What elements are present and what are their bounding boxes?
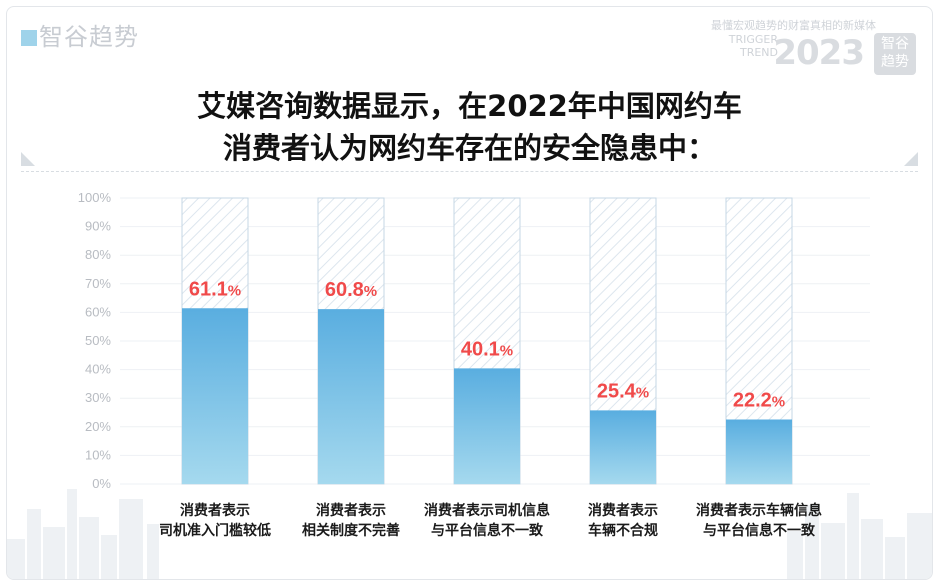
y-tick-label: 30% — [85, 390, 111, 405]
y-tick-label: 60% — [85, 304, 111, 319]
x-category-label: 消费者表示 — [588, 502, 658, 519]
brand-en-line-1: TRIGGER — [728, 33, 778, 46]
data-label: 22.2% — [733, 390, 785, 412]
x-category-label: 消费者表示司机信息 — [424, 502, 550, 519]
y-tick-label: 90% — [85, 219, 111, 234]
value-labels: 61.1% 60.8% 40.1% 25.4% 22.2% — [189, 278, 785, 411]
x-category-label: 与平台信息不一致 — [431, 522, 544, 539]
y-tick-label: 50% — [85, 333, 111, 348]
data-label: 61.1% — [189, 278, 241, 300]
title-line-2: 消费者认为网约车存在的安全隐患中： — [222, 131, 716, 165]
brand-logo: 智谷趋势 — [21, 17, 139, 52]
brand-year: 2023 — [773, 33, 865, 73]
y-tick-label: 100% — [78, 190, 112, 205]
y-axis-ticks: 0% 10% 20% 30% 40% 50% 60% 70% 80% 90% 100% — [78, 190, 112, 491]
brand-badge: 智谷 趋势 — [874, 33, 916, 75]
logo-mark-icon — [21, 30, 37, 46]
y-tick-label: 40% — [85, 362, 111, 377]
x-category-label: 消费者表示 — [180, 502, 250, 519]
data-label: 40.1% — [461, 338, 513, 360]
bar — [590, 411, 656, 484]
skyline-decoration — [7, 489, 932, 579]
corner-left-decoration — [21, 152, 35, 166]
brand-slogan: 最懂宏观趋势的财富真相的新媒体 — [711, 19, 876, 32]
x-category-label: 车辆不合规 — [588, 522, 658, 539]
x-axis-categories: 消费者表示司机准入门槛较低消费者表示相关制度不完善消费者表示司机信息与平台信息不… — [159, 502, 822, 539]
brand-block: 最懂宏观趋势的财富真相的新媒体 TRIGGER TREND 2023 智谷趋势 — [680, 13, 920, 75]
data-label: 25.4% — [597, 380, 649, 402]
bar — [726, 420, 792, 484]
y-tick-label: 10% — [85, 447, 111, 462]
x-category-label: 与平台信息不一致 — [703, 522, 816, 539]
chart-title: 艾媒咨询数据显示，在2022年中国网约车 消费者认为网约车存在的安全隐患中： — [7, 85, 932, 169]
x-category-label: 消费者表示车辆信息 — [696, 502, 822, 519]
brand-english: TRIGGER TREND — [729, 33, 778, 59]
badge-line-1: 智谷 — [881, 36, 909, 52]
bar — [182, 309, 248, 484]
data-label: 60.8% — [325, 279, 377, 301]
x-category-label: 相关制度不完善 — [302, 522, 400, 539]
y-tick-label: 70% — [85, 276, 111, 291]
y-tick-label: 0% — [92, 476, 111, 491]
x-category-label: 司机准入门槛较低 — [159, 522, 271, 539]
badge-line-2: 趋势 — [881, 54, 909, 70]
x-category-label: 消费者表示 — [316, 502, 386, 519]
title-divider — [21, 171, 918, 172]
y-tick-label: 20% — [85, 419, 111, 434]
title-line-1: 艾媒咨询数据显示，在2022年中国网约车 — [197, 89, 742, 123]
logo-text: 智谷趋势 — [39, 23, 139, 51]
bar — [454, 369, 520, 484]
y-tick-label: 80% — [85, 247, 111, 262]
bars — [181, 197, 793, 485]
corner-right-decoration — [904, 152, 918, 166]
brand-en-line-2: TREND — [739, 46, 778, 59]
bar — [318, 310, 384, 484]
